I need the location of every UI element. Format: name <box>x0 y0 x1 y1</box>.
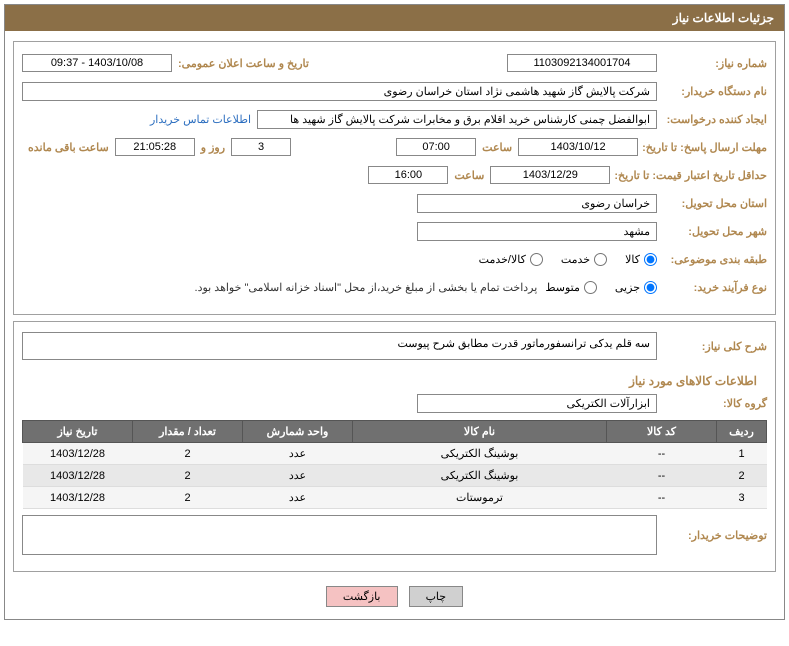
pt-partial-radio[interactable]: جزیی <box>615 281 657 294</box>
cat-goods-radio[interactable]: کالا <box>625 253 657 266</box>
buyer-org-field: شرکت پالایش گاز شهید هاشمی نژاد استان خر… <box>22 82 657 101</box>
cell-qty: 2 <box>133 465 243 487</box>
time-label-2: ساعت <box>448 169 490 182</box>
cell-idx: 1 <box>717 443 767 465</box>
cat-service-input[interactable] <box>594 253 607 266</box>
cell-code: -- <box>607 443 717 465</box>
cell-idx: 2 <box>717 465 767 487</box>
reply-deadline-label: مهلت ارسال پاسخ: تا تاریخ: <box>638 141 767 154</box>
panel-title: جزئیات اطلاعات نیاز <box>5 5 784 31</box>
cell-unit: عدد <box>243 487 353 509</box>
main-panel: جزئیات اطلاعات نیاز شماره نیاز: 11030921… <box>4 4 785 620</box>
category-label: طبقه بندی موضوعی: <box>657 253 767 266</box>
price-validity-label: حداقل تاریخ اعتبار قیمت: تا تاریخ: <box>610 169 767 182</box>
buyer-notes-label: توضیحات خریدار: <box>657 529 767 542</box>
purchase-type-label: نوع فرآیند خرید: <box>657 281 767 294</box>
cell-qty: 2 <box>133 487 243 509</box>
need-number-label: شماره نیاز: <box>657 57 767 70</box>
delivery-city-label: شهر محل تحویل: <box>657 225 767 238</box>
th-qty: تعداد / مقدار <box>133 421 243 443</box>
th-row: ردیف <box>717 421 767 443</box>
back-button[interactable]: بازگشت <box>326 586 398 607</box>
cell-qty: 2 <box>133 443 243 465</box>
delivery-province-field: خراسان رضوی <box>417 194 657 213</box>
goods-group-field: ابزارآلات الکتریکی <box>417 394 657 413</box>
cell-code: -- <box>607 465 717 487</box>
description-panel: شرح کلی نیاز: سه قلم یدکی ترانسفورماتور … <box>13 321 776 572</box>
cat-goods-service-radio[interactable]: کالا/خدمت <box>479 253 543 266</box>
goods-group-label: گروه کالا: <box>657 397 767 410</box>
buyer-org-label: نام دستگاه خریدار: <box>657 85 767 98</box>
pt-partial-input[interactable] <box>644 281 657 294</box>
table-row: 1 -- بوشینگ الکتریکی عدد 2 1403/12/28 <box>23 443 767 465</box>
hours-remaining-label: ساعت باقی مانده <box>22 141 115 154</box>
cat-goods-input[interactable] <box>644 253 657 266</box>
cell-date: 1403/12/28 <box>23 487 133 509</box>
payment-note: پرداخت تمام یا بخشی از مبلغ خرید،از محل … <box>195 281 546 294</box>
cell-code: -- <box>607 487 717 509</box>
print-button[interactable]: چاپ <box>409 586 464 607</box>
button-bar: چاپ بازگشت <box>9 578 780 615</box>
cell-date: 1403/12/28 <box>23 443 133 465</box>
goods-info-title: اطلاعات کالاهای مورد نیاز <box>22 366 767 392</box>
cat-goods-service-input[interactable] <box>530 253 543 266</box>
th-code: کد کالا <box>607 421 717 443</box>
days-label: روز و <box>195 141 231 154</box>
cell-unit: عدد <box>243 465 353 487</box>
need-number-field: 1103092134001704 <box>507 54 657 72</box>
announce-date-field: 1403/10/08 - 09:37 <box>22 54 172 72</box>
time-label-1: ساعت <box>476 141 518 154</box>
buyer-notes-field <box>22 515 657 555</box>
reply-time-field: 07:00 <box>396 138 476 156</box>
table-row: 2 -- بوشینگ الکتریکی عدد 2 1403/12/28 <box>23 465 767 487</box>
contact-link[interactable]: اطلاعات تماس خریدار <box>150 113 257 126</box>
details-panel: شماره نیاز: 1103092134001704 تاریخ و ساع… <box>13 41 776 315</box>
reply-date-field: 1403/10/12 <box>518 138 638 156</box>
purchase-type-radio-group: جزیی متوسط <box>545 281 657 294</box>
table-row: 3 -- ترموستات عدد 2 1403/12/28 <box>23 487 767 509</box>
cell-unit: عدد <box>243 443 353 465</box>
price-validity-time-field: 16:00 <box>368 166 448 184</box>
panel-body: شماره نیاز: 1103092134001704 تاریخ و ساع… <box>5 31 784 619</box>
cat-service-radio[interactable]: خدمت <box>561 253 607 266</box>
announce-date-label: تاریخ و ساعت اعلان عمومی: <box>172 57 315 70</box>
delivery-city-field: مشهد <box>417 222 657 241</box>
delivery-province-label: استان محل تحویل: <box>657 197 767 210</box>
th-unit: واحد شمارش <box>243 421 353 443</box>
th-date: تاریخ نیاز <box>23 421 133 443</box>
cell-idx: 3 <box>717 487 767 509</box>
cell-name: بوشینگ الکتریکی <box>353 465 607 487</box>
requester-label: ایجاد کننده درخواست: <box>657 113 767 126</box>
days-remaining-field: 3 <box>231 138 291 156</box>
th-name: نام کالا <box>353 421 607 443</box>
general-desc-field: سه قلم یدکی ترانسفورماتور قدرت مطابق شرح… <box>22 332 657 360</box>
time-remaining-field: 21:05:28 <box>115 138 195 156</box>
goods-table: ردیف کد کالا نام کالا واحد شمارش تعداد /… <box>22 420 767 509</box>
price-validity-date-field: 1403/12/29 <box>490 166 610 184</box>
pt-medium-input[interactable] <box>584 281 597 294</box>
cell-name: بوشینگ الکتریکی <box>353 443 607 465</box>
requester-field: ابوالفضل چمنی کارشناس خرید اقلام برق و م… <box>257 110 657 129</box>
cell-date: 1403/12/28 <box>23 465 133 487</box>
category-radio-group: کالا خدمت کالا/خدمت <box>479 253 657 266</box>
general-desc-label: شرح کلی نیاز: <box>657 340 767 353</box>
pt-medium-radio[interactable]: متوسط <box>545 281 597 294</box>
cell-name: ترموستات <box>353 487 607 509</box>
